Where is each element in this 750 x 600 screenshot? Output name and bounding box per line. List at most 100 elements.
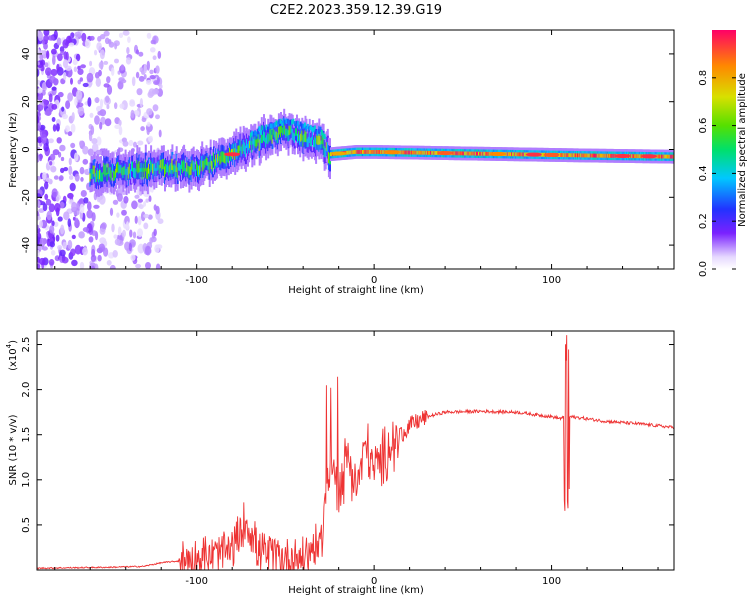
spectrogram-heatmap [37,30,674,269]
heatmap-cell [201,156,204,168]
heatmap-cell [522,152,525,157]
heatmap-noise-cell [44,181,49,190]
heatmap-cell [297,133,299,143]
heatmap-cell [486,151,489,156]
heatmap-noise-cell [146,127,150,135]
heatmap-noise-cell [103,60,109,65]
heatmap-noise-cell [125,221,130,230]
heatmap-cell [373,150,376,154]
heatmap-noise-cell [98,61,104,69]
heatmap-noise-cell [45,198,52,206]
heatmap-cell [195,161,198,171]
heatmap-cell [216,158,219,167]
heatmap-cell [381,150,384,154]
heatmap-noise-cell [103,30,110,37]
heatmap-peak [490,152,507,156]
heatmap-cell [298,124,301,130]
heatmap-noise-cell [37,154,40,163]
heatmap-noise-cell [75,89,83,100]
heatmap-cell [176,167,179,178]
heatmap-noise-cell [150,39,156,45]
heatmap-cell [170,163,173,174]
heatmap-noise-cell [119,103,125,109]
heatmap-cell [668,154,671,159]
heatmap-cell [206,157,209,166]
heatmap-cell [281,120,284,126]
x-tick-label: 0 [371,275,377,286]
heatmap-cell [92,165,95,174]
heatmap-noise-cell [43,30,50,37]
heatmap-cell [262,126,265,132]
heatmap-cell [108,167,111,177]
heatmap-noise-cell [78,231,85,239]
heatmap-noise-cell [70,142,76,149]
heatmap-noise-cell [70,248,76,257]
heatmap-cell [156,162,159,171]
heatmap-cell [454,151,457,156]
heatmap-cell [284,119,286,125]
heatmap-cell [288,125,291,136]
heatmap-cell [278,126,281,135]
heatmap-noise-cell [112,250,118,258]
heatmap-noise-cell [148,135,153,143]
heatmap-noise-cell [91,143,99,153]
heatmap-noise-cell [42,203,48,212]
heatmap-cell [309,125,312,131]
heatmap-cell [420,150,423,155]
heatmap-noise-cell [96,136,102,146]
heatmap-noise-cell [138,204,144,210]
heatmap-cell [308,126,311,132]
heatmap-cell [319,136,322,145]
heatmap-cell [273,129,276,138]
y-tick-label: -20 [21,189,32,205]
heatmap-noise-cell [134,215,138,224]
heatmap-cell [320,130,323,135]
heatmap-cell [580,153,583,158]
heatmap-noise-cell [143,201,147,207]
heatmap-cell [367,150,370,154]
heatmap-noise-cell [135,71,140,79]
heatmap-cell [315,129,318,134]
heatmap-noise-cell [137,198,143,203]
heatmap-noise-cell [68,157,72,166]
heatmap-cell [240,146,243,157]
colorbar-gradient [712,30,736,269]
heatmap-cell [364,150,367,154]
heatmap-cell [326,142,329,153]
heatmap-noise-cell [37,47,40,53]
heatmap-noise-cell [39,220,43,228]
y-tick-label: 40 [21,48,32,61]
heatmap-noise-cell [106,84,113,95]
heatmap-noise-cell [155,114,160,120]
heatmap-noise-cell [137,243,145,254]
heatmap-cell [316,130,319,136]
heatmap-noise-cell [149,237,153,245]
heatmap-noise-cell [59,249,66,257]
heatmap-cell [351,150,354,155]
heatmap-noise-cell [155,65,160,74]
heatmap-cell [402,150,405,155]
heatmap-cell [272,123,275,129]
heatmap-cell [560,153,562,157]
heatmap-noise-cell [49,153,56,161]
heatmap-noise-cell [82,145,89,155]
heatmap-noise-cell [73,66,78,73]
heatmap-noise-cell [49,241,55,248]
heatmap-cell [607,153,610,158]
heatmap-cell [318,133,321,145]
heatmap-cell [111,163,114,173]
heatmap-noise-cell [114,42,118,50]
heatmap-cell [155,168,158,177]
colorbar-ticks: 0.0 0.2 0.4 0.6 0.8 [698,70,736,277]
heatmap-cell [578,153,581,158]
heatmap-peak [330,151,347,156]
heatmap-noise-cell [109,264,116,269]
heatmap-cell [481,151,484,156]
heatmap-peak [224,152,241,157]
heatmap-noise-cell [43,142,49,152]
heatmap-cell [586,153,589,158]
snr-panel: -100 0 100 0.5 1.0 1.5 2.0 2.5 Height of straig… [5,330,675,596]
heatmap-cell [516,152,519,157]
heatmap-cell [665,154,668,159]
heatmap-noise-cell [60,156,65,162]
